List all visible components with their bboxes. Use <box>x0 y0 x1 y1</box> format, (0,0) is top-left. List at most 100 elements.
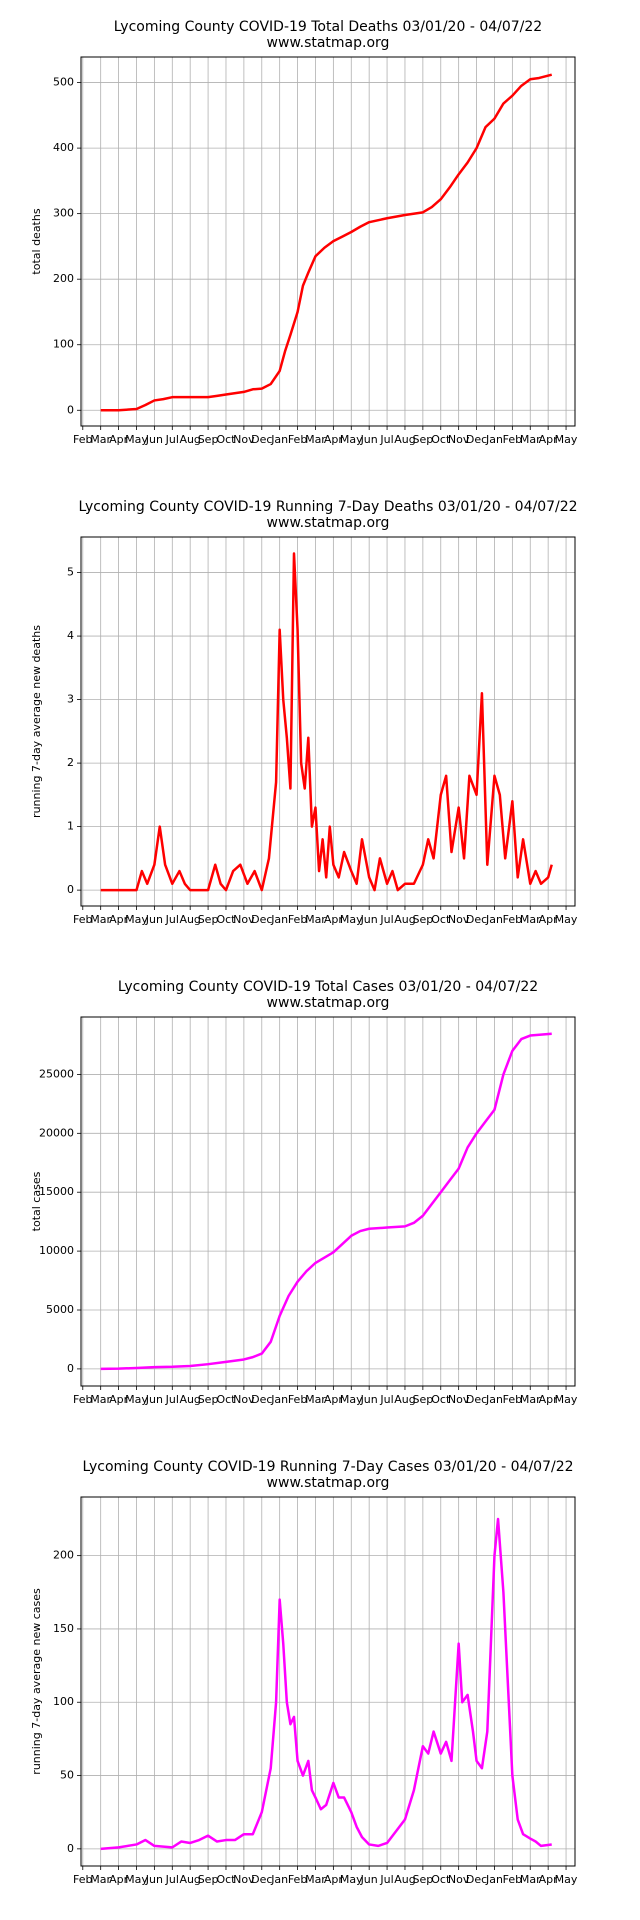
y-tick-label: 0 <box>67 1362 74 1375</box>
x-tick-label: Feb <box>503 433 522 446</box>
y-tick-label: 1 <box>67 820 74 833</box>
x-tick-label: Feb <box>288 913 307 926</box>
data-line <box>100 1032 552 1371</box>
x-tick-label: Mar <box>520 913 541 926</box>
x-tick-label: Aug <box>394 433 415 446</box>
x-tick-label: Mar <box>305 1393 326 1406</box>
x-tick-label: Jan <box>485 1393 503 1406</box>
x-tick-label: Aug <box>179 913 200 926</box>
y-tick-label: 150 <box>53 1622 74 1635</box>
x-tick-label: Jun <box>360 433 378 446</box>
x-tick-label: Sep <box>412 913 433 926</box>
x-tick-label: Nov <box>448 1873 470 1886</box>
x-tick-label: Oct <box>431 433 451 446</box>
chart-subtitle: www.statmap.org <box>267 515 390 531</box>
x-tick-label: Dec <box>251 1393 272 1406</box>
y-tick-label: 5 <box>67 566 74 579</box>
x-tick-label: Feb <box>73 1393 92 1406</box>
x-tick-label: Dec <box>466 913 487 926</box>
x-tick-label: Dec <box>466 1393 487 1406</box>
x-tick-label: May <box>340 433 363 446</box>
x-tick-label: Mar <box>305 1873 326 1886</box>
x-tick-label: Jan <box>270 913 288 926</box>
chart-subtitle: www.statmap.org <box>267 35 390 51</box>
x-tick-label: Mar <box>520 433 541 446</box>
x-tick-label: Apr <box>324 1393 344 1406</box>
x-tick-label: Sep <box>198 433 219 446</box>
x-tick-label: Jan <box>270 1873 288 1886</box>
x-tick-label: Dec <box>251 1873 272 1886</box>
data-line <box>100 1517 552 1851</box>
x-tick-label: Oct <box>216 433 236 446</box>
x-tick-label: Jul <box>379 1873 393 1886</box>
x-tick-label: Nov <box>233 913 255 926</box>
x-tick-label: Jul <box>165 913 179 926</box>
x-tick-label: Oct <box>431 1873 451 1886</box>
y-tick-label: 200 <box>53 1549 74 1562</box>
y-tick-label: 200 <box>53 272 74 285</box>
x-tick-label: Mar <box>90 433 111 446</box>
x-tick-label: Nov <box>448 913 470 926</box>
y-tick-label: 0 <box>67 1842 74 1855</box>
x-tick-label: Jun <box>145 433 163 446</box>
y-tick-label: 15000 <box>39 1185 74 1198</box>
x-tick-label: Apr <box>324 433 344 446</box>
x-tick-label: Aug <box>394 1873 415 1886</box>
x-tick-label: Apr <box>539 913 559 926</box>
x-tick-label: Apr <box>109 913 129 926</box>
x-tick-label: Jul <box>165 1873 179 1886</box>
y-axis-label: running 7-day average new deaths <box>30 625 43 818</box>
x-tick-label: Nov <box>233 433 255 446</box>
x-tick-label: Oct <box>431 913 451 926</box>
y-tick-label: 10000 <box>39 1244 74 1257</box>
x-tick-label: Apr <box>539 1873 559 1886</box>
x-tick-label: Jun <box>360 1393 378 1406</box>
x-tick-label: Sep <box>198 913 219 926</box>
y-tick-label: 0 <box>67 403 74 416</box>
y-tick-label: 100 <box>53 1695 74 1708</box>
chart-title: Lycoming County COVID-19 Running 7-Day C… <box>82 1459 573 1475</box>
x-tick-label: Aug <box>394 913 415 926</box>
x-tick-label: May <box>340 1873 363 1886</box>
x-tick-label: May <box>555 913 578 926</box>
x-tick-label: Feb <box>288 1393 307 1406</box>
x-tick-label: Aug <box>179 433 200 446</box>
x-tick-label: Jul <box>379 433 393 446</box>
x-tick-label: Apr <box>109 1873 129 1886</box>
x-tick-label: Feb <box>503 1393 522 1406</box>
x-tick-label: May <box>125 1873 148 1886</box>
x-tick-label: Jul <box>379 913 393 926</box>
y-axis-label: running 7-day average new cases <box>30 1588 43 1775</box>
x-tick-label: Nov <box>233 1873 255 1886</box>
x-tick-label: Nov <box>448 433 470 446</box>
x-tick-label: Oct <box>431 1393 451 1406</box>
x-tick-label: May <box>125 913 148 926</box>
x-tick-label: Apr <box>539 1393 559 1406</box>
x-tick-label: Jun <box>145 1393 163 1406</box>
y-tick-label: 0 <box>67 883 74 896</box>
y-tick-label: 3 <box>67 693 74 706</box>
y-tick-label: 20000 <box>39 1126 74 1139</box>
x-tick-label: Mar <box>520 1873 541 1886</box>
x-tick-label: Jul <box>379 1393 393 1406</box>
x-tick-label: Jun <box>145 913 163 926</box>
y-axis-label: total cases <box>30 1171 43 1231</box>
x-tick-label: Aug <box>179 1393 200 1406</box>
y-tick-label: 100 <box>53 338 74 351</box>
x-tick-label: Apr <box>109 433 129 446</box>
data-line <box>100 73 553 412</box>
x-tick-label: Feb <box>73 913 92 926</box>
plot-frame <box>80 1016 576 1387</box>
x-tick-label: Jan <box>270 1393 288 1406</box>
x-tick-label: Mar <box>90 913 111 926</box>
x-tick-label: Dec <box>466 433 487 446</box>
x-tick-label: May <box>555 433 578 446</box>
x-tick-label: Sep <box>198 1873 219 1886</box>
x-tick-label: Jan <box>485 433 503 446</box>
y-tick-label: 2 <box>67 756 74 769</box>
x-tick-label: Jan <box>485 913 503 926</box>
x-tick-label: Jun <box>360 913 378 926</box>
x-tick-label: Apr <box>539 433 559 446</box>
x-tick-label: Apr <box>324 1873 344 1886</box>
x-tick-label: Feb <box>503 1873 522 1886</box>
